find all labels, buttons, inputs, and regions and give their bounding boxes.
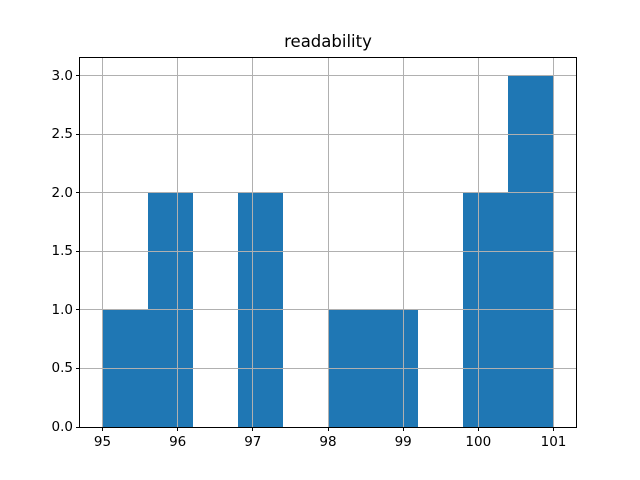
y-tick-mark bbox=[76, 192, 80, 194]
x-gridline bbox=[252, 58, 254, 427]
y-tick-label: 2.0 bbox=[51, 184, 73, 201]
y-tick-label: 1.0 bbox=[51, 301, 73, 318]
y-tick-label: 0.0 bbox=[51, 419, 73, 435]
y-gridline bbox=[80, 309, 576, 311]
x-tick-mark bbox=[402, 427, 404, 431]
y-tick-mark bbox=[76, 133, 80, 135]
x-gridline bbox=[553, 58, 554, 427]
y-tick-mark bbox=[76, 309, 80, 311]
y-tick-mark bbox=[76, 250, 80, 252]
x-tick-label: 98 bbox=[319, 434, 337, 450]
y-tick-mark bbox=[76, 75, 80, 77]
x-gridline bbox=[477, 58, 479, 427]
y-tick-label: 0.5 bbox=[51, 360, 73, 377]
y-tick-mark bbox=[76, 426, 80, 428]
x-tick-mark bbox=[553, 427, 554, 431]
y-gridline bbox=[80, 192, 576, 194]
y-gridline bbox=[80, 75, 576, 77]
y-tick-mark bbox=[76, 367, 80, 369]
x-tick-mark bbox=[177, 427, 179, 431]
x-gridline bbox=[102, 58, 103, 427]
x-tick-label: 101 bbox=[540, 434, 567, 450]
grid-layer bbox=[80, 58, 576, 427]
x-tick-label: 95 bbox=[93, 434, 112, 450]
x-gridline bbox=[177, 58, 179, 427]
x-tick-label: 100 bbox=[465, 434, 492, 450]
y-gridline bbox=[80, 133, 576, 135]
y-tick-label: 2.5 bbox=[51, 126, 73, 143]
x-tick-label: 96 bbox=[169, 434, 187, 450]
x-gridline bbox=[402, 58, 404, 427]
x-tick-mark bbox=[327, 427, 329, 431]
x-tick-label: 99 bbox=[394, 434, 412, 450]
x-tick-mark bbox=[252, 427, 254, 431]
chart-title: readability bbox=[284, 32, 372, 51]
x-tick-label: 97 bbox=[244, 434, 262, 450]
plot-area bbox=[79, 57, 577, 428]
y-gridline bbox=[80, 367, 576, 369]
y-tick-label: 1.5 bbox=[51, 243, 73, 260]
x-tick-mark bbox=[477, 427, 479, 431]
y-gridline bbox=[80, 250, 576, 252]
x-gridline bbox=[327, 58, 329, 427]
y-tick-label: 3.0 bbox=[51, 67, 73, 84]
x-tick-mark bbox=[102, 427, 103, 431]
